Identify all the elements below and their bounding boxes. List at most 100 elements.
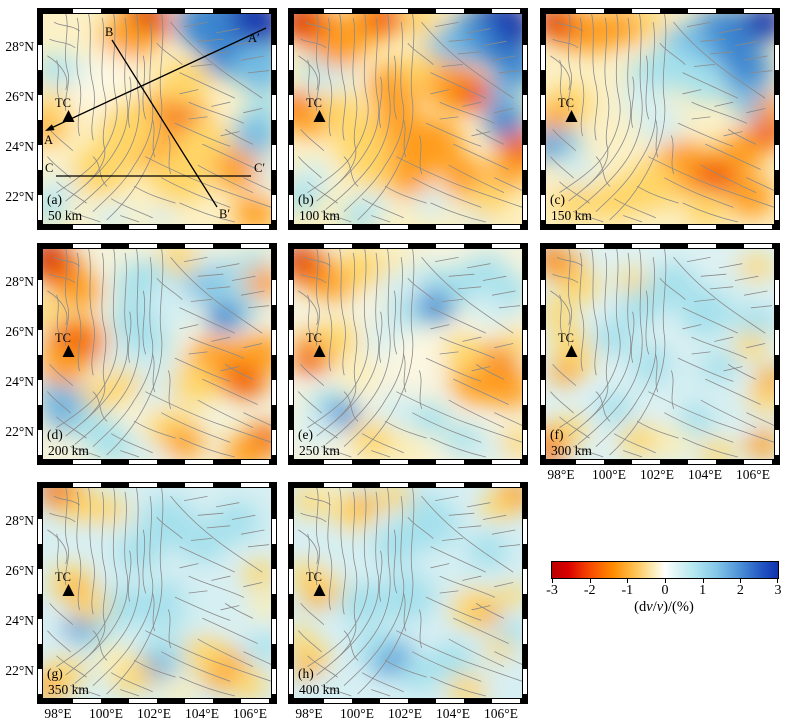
frame-band-r <box>522 9 527 229</box>
depth-label: 200 km <box>48 443 89 458</box>
station-marker <box>565 110 578 122</box>
station-label: TC <box>558 96 574 110</box>
cross-section-line <box>111 39 218 208</box>
velocity-anomaly-field <box>546 14 774 224</box>
station-label: TC <box>306 331 322 345</box>
station-label: TC <box>306 96 322 110</box>
lon-tick-label: 104°E <box>688 467 722 482</box>
lon-tick-label: 98°E <box>295 706 323 721</box>
map-panel-e: TC (e) 250 km <box>288 243 528 465</box>
colorbar-tick <box>627 579 629 583</box>
colorbar-axis-label: (dv/v)/(%) <box>634 599 694 615</box>
colorbar: -3 -2 -1 0 1 2 3 (dv/v)/(%) <box>546 561 782 621</box>
station-label: TC <box>558 331 574 345</box>
map-canvas-c: TC (c)150 km <box>546 14 774 224</box>
panel-letter: (f) <box>550 427 564 442</box>
panel-letter: (e) <box>298 427 313 442</box>
station-label: TC <box>55 331 71 345</box>
lon-tick-label: 98°E <box>547 467 575 482</box>
depth-label: 350 km <box>48 682 89 697</box>
map-panel-f: TC (f) 300 km <box>540 243 780 465</box>
lat-tick-label: 24°N <box>5 613 34 628</box>
colorbar-tick-label: -1 <box>621 583 634 598</box>
lat-tick-label: 28°N <box>5 274 34 289</box>
fault-lines <box>551 249 774 457</box>
frame-band-r <box>271 483 276 703</box>
colorbar-gradient <box>551 561 779 579</box>
cross-section-arrowhead <box>45 124 55 131</box>
cross-section-label: C <box>45 161 53 175</box>
lat-tick-label: 26°N <box>5 89 34 104</box>
station-marker <box>62 584 75 596</box>
map-canvas-h: TC (h)400 km <box>294 488 522 698</box>
lon-tick-label: 106°E <box>233 706 267 721</box>
lon-tick-label: 106°E <box>736 467 770 482</box>
lat-tick-label: 22°N <box>5 663 34 678</box>
depth-label: 250 km <box>299 443 340 458</box>
station-marker <box>565 345 578 357</box>
map-panel-h: TC (h) 400 km <box>288 482 528 704</box>
velocity-anomaly-field <box>546 249 774 459</box>
fault-lines <box>48 14 271 222</box>
frame-band-b <box>289 698 527 703</box>
lon-tick-label: 100°E <box>340 706 374 721</box>
lon-tick-label: 102°E <box>137 706 171 721</box>
fault-lines <box>299 249 522 457</box>
cross-section-label: C′ <box>254 161 265 175</box>
panel-letter: (d) <box>47 427 63 442</box>
frame-band-r <box>774 244 779 464</box>
station-marker <box>313 345 326 357</box>
station-marker <box>62 345 75 357</box>
station-label: TC <box>306 570 322 584</box>
cross-section-label: A′ <box>248 31 260 45</box>
cross-section-lines: A A′ B B′ C C′ <box>44 25 267 221</box>
fault-lines <box>48 249 271 457</box>
depth-label: 300 km <box>551 443 592 458</box>
map-panel-d: TC (d) 200 km <box>37 243 277 465</box>
fault-lines <box>299 14 522 222</box>
colorbar-tick-label: -3 <box>546 583 558 598</box>
lat-tick-label: 22°N <box>5 424 34 439</box>
frame-band-r <box>522 244 527 464</box>
map-panel-a: A A′ B B′ C C′ TC (a) 50 km <box>37 8 277 230</box>
frame-band-b <box>541 459 779 464</box>
frame-band-r <box>271 9 276 229</box>
station-marker <box>62 110 75 122</box>
colorbar-tick <box>777 579 778 583</box>
frame-band-b <box>38 224 276 229</box>
cross-section-label: B′ <box>219 207 230 221</box>
map-canvas-f: TC (f)300 km <box>546 249 774 459</box>
colorbar-tick-label: 0 <box>661 583 669 598</box>
map-canvas-b: TC (b)100 km <box>294 14 522 224</box>
fault-lines <box>299 488 522 696</box>
colorbar-tick-label: 1 <box>699 583 707 598</box>
colorbar-tick-label: 3 <box>774 583 782 598</box>
frame-band-b <box>289 224 527 229</box>
colorbar-tick-label: -2 <box>583 583 596 598</box>
lat-tick-label: 28°N <box>5 39 34 54</box>
cross-section-label: A <box>44 133 53 147</box>
colorbar-tick <box>740 579 742 583</box>
colorbar-tick-label: 2 <box>736 583 744 598</box>
map-panel-g: TC (g) 350 km <box>37 482 277 704</box>
lat-tick-label: 22°N <box>5 189 34 204</box>
lon-tick-label: 102°E <box>388 706 422 721</box>
depth-label: 100 km <box>299 208 340 223</box>
panel-letter: (g) <box>47 666 63 681</box>
panel-letter: (b) <box>298 192 314 207</box>
station-label: TC <box>55 570 71 584</box>
lat-tick-label: 24°N <box>5 139 34 154</box>
lat-tick-label: 26°N <box>5 324 34 339</box>
station-marker <box>313 584 326 596</box>
lat-tick-label: 26°N <box>5 563 34 578</box>
panel-letter: (h) <box>298 666 314 681</box>
colorbar-tick <box>665 579 666 583</box>
depth-label: 400 km <box>299 682 340 697</box>
frame-band-b <box>541 224 779 229</box>
station-marker <box>313 110 326 122</box>
lon-tick-label: 104°E <box>185 706 219 721</box>
lat-tick-label: 28°N <box>5 513 34 528</box>
frame-band-b <box>38 698 276 703</box>
colorbar-tick <box>702 579 704 583</box>
colorbar-tick <box>589 579 591 583</box>
